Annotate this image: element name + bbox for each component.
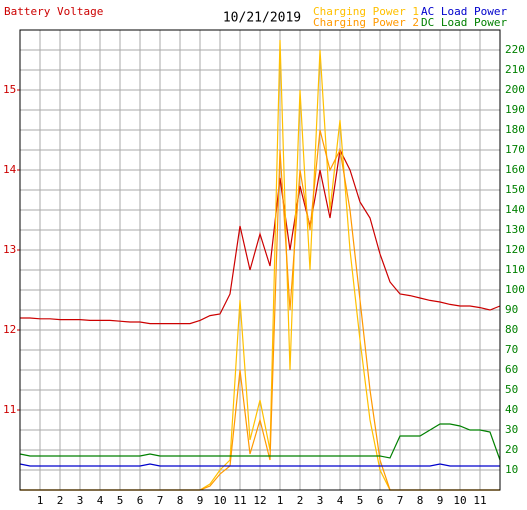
x-tick-label: 8 <box>417 494 424 507</box>
series-line <box>19 463 500 467</box>
legend-label: Battery Voltage <box>4 5 103 18</box>
x-tick-label: 1 <box>37 494 44 507</box>
legend-label: AC Load Power <box>421 5 507 18</box>
y2-tick-label: 110 <box>505 263 525 276</box>
x-tick-label: 1 <box>277 494 284 507</box>
y-tick-label: 13 <box>3 243 16 256</box>
series-line <box>19 423 501 461</box>
x-tick-label: 6 <box>137 494 144 507</box>
y2-tick-label: 150 <box>505 183 525 196</box>
x-tick-label: 2 <box>297 494 304 507</box>
y2-tick-label: 220 <box>505 43 525 56</box>
x-tick-label: 2 <box>57 494 64 507</box>
y2-tick-label: 10 <box>505 463 518 476</box>
legend-label: Charging Power 2 <box>313 16 419 29</box>
x-tick-label: 12 <box>253 494 266 507</box>
y2-tick-label: 120 <box>505 243 525 256</box>
x-tick-label: 7 <box>397 494 404 507</box>
x-tick-label: 3 <box>317 494 324 507</box>
y2-tick-label: 160 <box>505 163 525 176</box>
y2-tick-label: 20 <box>505 443 518 456</box>
y2-tick-label: 40 <box>505 403 518 416</box>
y2-tick-label: 190 <box>505 103 525 116</box>
y2-tick-label: 170 <box>505 143 525 156</box>
y-tick-label: 15 <box>3 83 16 96</box>
x-tick-label: 8 <box>177 494 184 507</box>
legend-label: DC Load Power <box>421 16 507 29</box>
x-tick-label: 3 <box>77 494 84 507</box>
y-tick-label: 11 <box>3 403 16 416</box>
y2-tick-label: 100 <box>505 283 525 296</box>
chart-date: 10/21/2019 <box>223 11 301 26</box>
y2-tick-label: 30 <box>505 423 518 436</box>
y2-tick-label: 90 <box>505 303 518 316</box>
x-tick-label: 5 <box>357 494 364 507</box>
y-tick-label: 12 <box>3 323 16 336</box>
x-tick-label: 4 <box>97 494 104 507</box>
y2-tick-label: 140 <box>505 203 525 216</box>
y2-tick-label: 130 <box>505 223 525 236</box>
x-tick-label: 5 <box>117 494 124 507</box>
x-tick-label: 11 <box>233 494 246 507</box>
y2-tick-label: 80 <box>505 323 518 336</box>
x-tick-label: 10 <box>213 494 226 507</box>
legend-label: Charging Power 1 <box>313 5 419 18</box>
x-tick-label: 4 <box>337 494 344 507</box>
x-tick-label: 7 <box>157 494 164 507</box>
x-tick-label: 9 <box>437 494 444 507</box>
y2-tick-label: 210 <box>505 63 525 76</box>
x-tick-label: 10 <box>453 494 466 507</box>
series-line <box>20 148 501 325</box>
x-tick-label: 6 <box>377 494 384 507</box>
y2-tick-label: 60 <box>505 363 518 376</box>
plot-border <box>19 29 501 491</box>
y-tick-label: 14 <box>3 163 17 176</box>
x-tick-label: 11 <box>473 494 486 507</box>
y2-tick-label: 200 <box>505 83 525 96</box>
x-tick-label: 9 <box>197 494 204 507</box>
y2-tick-label: 180 <box>505 123 525 136</box>
y2-tick-label: 70 <box>505 343 518 356</box>
y2-tick-label: 50 <box>505 383 518 396</box>
